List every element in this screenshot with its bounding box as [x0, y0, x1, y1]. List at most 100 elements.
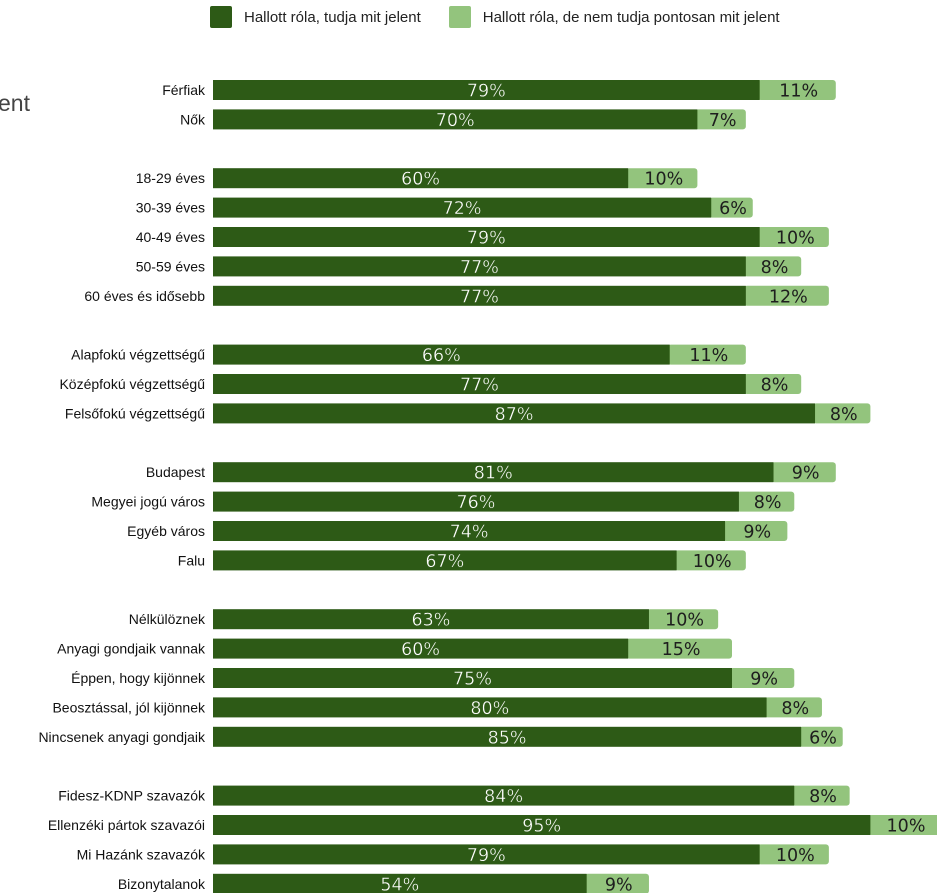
data-label-knows: 77%: [460, 376, 499, 396]
bar-segment-unsure: [764, 697, 822, 718]
category-label: Felsőfokú végzettségű: [65, 405, 205, 421]
bar-segment-knows: [213, 462, 774, 483]
bar-segment-knows: [213, 403, 816, 424]
data-label-unsure: 11%: [689, 346, 728, 366]
bar-segment-knows: [213, 227, 760, 247]
data-label-knows: 76%: [457, 493, 496, 513]
bar-segment-knows: [213, 726, 802, 747]
bar-segment-knows: [213, 285, 746, 306]
bar-segment-knows: [213, 168, 629, 189]
category-label: Anyagi gondjaik vannak: [57, 641, 206, 657]
bar-segment-unsure: [736, 491, 795, 512]
legend-item-knows: Hallott róla, tudja mit jelent: [210, 6, 421, 28]
data-label-knows: 79%: [467, 229, 506, 249]
bar-segment-knows: [213, 815, 871, 835]
data-label-unsure: 10%: [887, 817, 926, 837]
legend-label-unsure: Hallott róla, de nem tudja pontosan mit …: [482, 8, 780, 26]
bar-segment-unsure: [757, 844, 829, 865]
data-label-knows: 67%: [425, 552, 464, 572]
data-label-knows: 66%: [422, 346, 461, 366]
bar-segment-knows: [213, 344, 670, 365]
data-label-unsure: 10%: [776, 846, 815, 866]
category-label: Egyéb város: [127, 523, 205, 539]
category-label: Nincsenek anyagi gondjaik: [38, 729, 206, 745]
bar-segment-knows: [213, 873, 587, 893]
bar-segment-unsure: [743, 285, 829, 306]
data-label-unsure: 10%: [644, 170, 683, 190]
category-label: 60 éves és idősebb: [84, 288, 205, 304]
data-label-knows: 77%: [460, 287, 499, 307]
data-label-unsure: 8%: [830, 405, 858, 425]
bar-segment-knows: [213, 521, 726, 541]
data-label-unsure: 8%: [754, 493, 782, 513]
bar-segment-unsure: [667, 344, 746, 365]
bar-segment-knows: [213, 638, 629, 659]
data-label-knows: 79%: [467, 846, 506, 866]
data-label-knows: 79%: [467, 82, 506, 102]
legend-label-knows: Hallott róla, tudja mit jelent: [244, 8, 421, 26]
bar-segment-unsure: [723, 521, 788, 541]
category-label: 18-29 éves: [136, 170, 205, 186]
bar-segment-unsure: [757, 80, 836, 100]
data-label-knows: 70%: [436, 111, 475, 131]
bar-segment-knows: [213, 550, 677, 571]
data-label-unsure: 8%: [809, 787, 837, 807]
category-label: Nők: [180, 111, 206, 127]
bar-segment-knows: [213, 197, 712, 218]
category-label: Megyei jogú város: [91, 494, 205, 510]
data-label-knows: 75%: [453, 670, 492, 690]
data-label-unsure: 8%: [761, 376, 789, 396]
bar-segment-unsure: [584, 873, 649, 893]
legend-swatch-light: [448, 6, 471, 28]
category-label: Fidesz-KDNP szavazók: [58, 788, 206, 804]
bar-segment-knows: [213, 609, 649, 630]
data-label-unsure: 15%: [662, 640, 701, 660]
data-label-knows: 81%: [474, 464, 513, 484]
data-label-knows: 85%: [488, 728, 527, 748]
bar-segment-unsure: [868, 815, 937, 835]
chart-title-fragment: ent: [0, 90, 30, 116]
data-label-unsure: 10%: [665, 611, 704, 631]
chart-legend: Hallott róla, tudja mit jelent Hallott r…: [210, 6, 808, 28]
category-label: Nélkülöznek: [129, 611, 206, 627]
bar-segment-unsure: [626, 168, 698, 189]
category-label: Budapest: [146, 464, 205, 480]
data-label-unsure: 11%: [779, 82, 818, 102]
category-label: Beosztással, jól kijönnek: [52, 699, 206, 715]
category-label: 30-39 éves: [136, 200, 205, 216]
data-label-knows: 74%: [450, 523, 489, 543]
bar-segment-unsure: [626, 638, 732, 659]
data-label-unsure: 7%: [709, 111, 737, 131]
bar-segment-knows: [213, 697, 767, 718]
data-label-unsure: 9%: [750, 670, 778, 690]
bar-segment-unsure: [757, 227, 829, 247]
data-label-knows: 63%: [412, 611, 451, 631]
data-label-knows: 60%: [401, 640, 440, 660]
category-label: Férfiak: [162, 82, 206, 98]
data-label-knows: 87%: [495, 405, 534, 425]
bar-segment-unsure: [771, 462, 836, 483]
data-label-knows: 84%: [484, 787, 523, 807]
data-label-unsure: 9%: [605, 875, 633, 893]
bar-segment-unsure: [743, 256, 802, 277]
legend-swatch-dark: [210, 6, 232, 28]
data-label-unsure: 8%: [761, 258, 789, 278]
data-label-unsure: 9%: [743, 523, 771, 543]
bar-segment-unsure: [674, 550, 746, 571]
category-label: Középfokú végzettségű: [59, 376, 205, 392]
bar-segment-unsure: [792, 785, 850, 806]
data-label-knows: 95%: [522, 817, 561, 837]
legend-item-unsure: Hallott róla, de nem tudja pontosan mit …: [448, 6, 780, 28]
data-label-knows: 72%: [443, 199, 482, 219]
bar-segment-knows: [213, 785, 795, 806]
data-label-knows: 77%: [460, 258, 499, 278]
data-label-unsure: 6%: [809, 728, 837, 748]
data-label-knows: 80%: [470, 699, 509, 719]
data-label-unsure: 10%: [693, 552, 732, 572]
category-label: Éppen, hogy kijönnek: [71, 670, 206, 686]
category-label: 50-59 éves: [136, 258, 205, 274]
data-label-unsure: 10%: [776, 229, 815, 249]
data-label-knows: 60%: [401, 170, 440, 190]
category-label: Alapfokú végzettségű: [71, 347, 205, 363]
